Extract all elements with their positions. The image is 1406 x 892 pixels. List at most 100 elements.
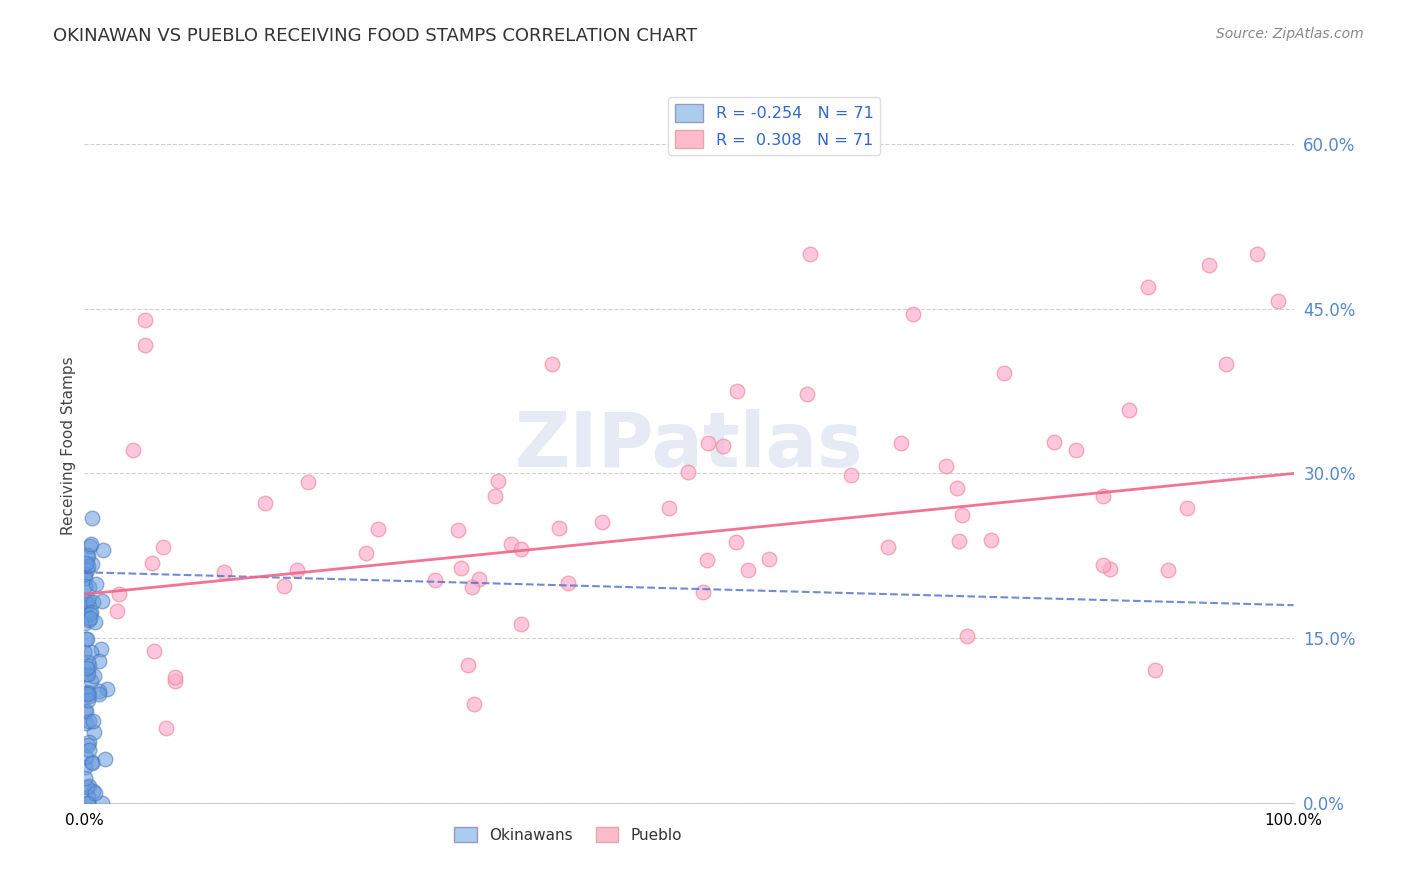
Point <box>796 387 818 401</box>
Point <box>75 666 97 681</box>
Point <box>678 465 700 479</box>
Point <box>799 247 821 261</box>
Point <box>463 697 485 711</box>
Point <box>141 556 163 570</box>
Point <box>950 508 973 522</box>
Point <box>163 670 186 684</box>
Point <box>841 467 863 482</box>
Point <box>73 616 96 631</box>
Point <box>79 607 101 622</box>
Point <box>1091 558 1114 572</box>
Point <box>541 357 564 371</box>
Point <box>82 595 104 609</box>
Point <box>76 693 98 707</box>
Point <box>152 540 174 554</box>
Point <box>134 312 156 326</box>
Point <box>77 559 100 574</box>
Point <box>447 523 470 537</box>
Point <box>80 674 103 689</box>
Point <box>96 681 118 696</box>
Point <box>83 669 105 683</box>
Point <box>80 755 103 769</box>
Point <box>76 686 98 700</box>
Point <box>143 644 166 658</box>
Point <box>457 657 479 672</box>
Point <box>91 796 114 810</box>
Point <box>692 585 714 599</box>
Point <box>90 641 112 656</box>
Point <box>77 687 100 701</box>
Point <box>725 384 748 398</box>
Point <box>548 520 571 534</box>
Point <box>134 338 156 352</box>
Point <box>77 613 100 627</box>
Point <box>77 714 100 728</box>
Point <box>450 561 472 575</box>
Point <box>956 629 979 643</box>
Y-axis label: Receiving Food Stamps: Receiving Food Stamps <box>60 357 76 535</box>
Point <box>107 587 129 601</box>
Point <box>510 541 533 556</box>
Point <box>79 658 101 673</box>
Point <box>105 603 128 617</box>
Point <box>93 752 115 766</box>
Point <box>87 687 110 701</box>
Point <box>946 481 969 495</box>
Text: Source: ZipAtlas.com: Source: ZipAtlas.com <box>1216 27 1364 41</box>
Point <box>73 771 96 785</box>
Point <box>73 579 96 593</box>
Point <box>77 743 100 757</box>
Point <box>1246 247 1268 261</box>
Point <box>297 475 319 489</box>
Point <box>1175 500 1198 515</box>
Point <box>80 756 103 770</box>
Point <box>76 548 98 562</box>
Point <box>90 594 112 608</box>
Point <box>76 796 98 810</box>
Point <box>76 655 98 669</box>
Point <box>76 597 98 611</box>
Point <box>155 721 177 735</box>
Point <box>1137 280 1160 294</box>
Point <box>91 542 114 557</box>
Point <box>84 576 107 591</box>
Point <box>354 546 377 560</box>
Point <box>75 705 97 719</box>
Point <box>948 533 970 548</box>
Point <box>467 572 489 586</box>
Point <box>75 715 97 730</box>
Point <box>1156 563 1178 577</box>
Point <box>1091 489 1114 503</box>
Point <box>82 714 104 728</box>
Point <box>80 645 103 659</box>
Point <box>121 442 143 457</box>
Point <box>73 759 96 773</box>
Point <box>461 580 484 594</box>
Point <box>758 552 780 566</box>
Point <box>73 704 96 718</box>
Point <box>76 738 98 752</box>
Point <box>696 553 718 567</box>
Point <box>1042 435 1064 450</box>
Point <box>73 571 96 585</box>
Point <box>658 500 681 515</box>
Point <box>273 579 295 593</box>
Point <box>75 556 97 570</box>
Point <box>80 606 103 620</box>
Point <box>87 654 110 668</box>
Point <box>253 496 276 510</box>
Point <box>76 684 98 698</box>
Point <box>486 474 509 488</box>
Point <box>77 666 100 681</box>
Point <box>1267 294 1289 309</box>
Point <box>510 616 533 631</box>
Point <box>711 439 734 453</box>
Point <box>696 436 718 450</box>
Point <box>1064 443 1087 458</box>
Point <box>75 594 97 608</box>
Point <box>80 510 103 524</box>
Point <box>165 673 187 688</box>
Point <box>76 563 98 577</box>
Legend: Okinawans, Pueblo: Okinawans, Pueblo <box>447 821 689 848</box>
Point <box>80 537 103 551</box>
